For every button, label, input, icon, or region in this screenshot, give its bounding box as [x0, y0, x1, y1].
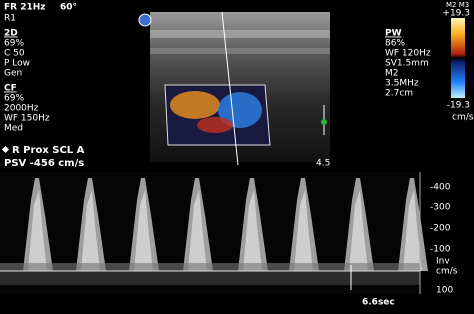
setting: WF 120Hz: [385, 49, 431, 59]
peak-core: [349, 190, 368, 271]
scale-unit: cm/s: [436, 267, 458, 277]
section-title: CF: [4, 84, 17, 94]
setting: 69%: [4, 39, 24, 49]
setting: P Low: [4, 59, 30, 69]
color-bar: [451, 18, 465, 98]
probe-marker: [138, 13, 152, 27]
section-title: PW: [385, 29, 402, 39]
peak-core: [243, 190, 262, 271]
psv-label: PSV -456 cm/s: [4, 158, 84, 169]
peak-core: [403, 190, 422, 271]
frame-rate: FR 21Hz: [4, 3, 46, 13]
scale-label: -100: [430, 245, 451, 255]
scale-label: -300: [430, 203, 451, 213]
angle: 60°: [60, 3, 77, 13]
scale-label: 100: [436, 286, 453, 296]
color-map: M2 M3: [446, 1, 469, 9]
color-bar-unit: cm/s: [452, 113, 474, 123]
color-flow: [218, 92, 262, 128]
sweep-time: 6.6sec: [362, 298, 395, 308]
color-flow: [170, 91, 220, 119]
peak-core: [294, 190, 313, 271]
vessel-label: R Prox SCL A: [12, 145, 85, 156]
setting: 3.5MHz: [385, 79, 419, 89]
setting: M2: [385, 69, 399, 79]
color-flow: [197, 117, 233, 133]
tissue-band: [150, 30, 330, 38]
setting: C 50: [4, 49, 25, 59]
setting: WF 150Hz: [4, 114, 50, 124]
color-bar-bottom: -19.3: [447, 101, 470, 111]
peak-core: [28, 190, 47, 271]
setting: Med: [4, 124, 23, 134]
scale-label: -200: [430, 224, 451, 234]
peak-core: [134, 190, 153, 271]
peak-core: [188, 190, 207, 271]
setting: Gen: [4, 69, 22, 79]
setting: SV1.5mm: [385, 59, 429, 69]
peak-core: [81, 190, 100, 271]
invert-label: Inv: [436, 257, 450, 267]
focus-dot: [321, 119, 327, 125]
cursor-line: [221, 11, 239, 166]
setting: 86%: [385, 39, 405, 49]
scale-label: -400: [430, 183, 451, 193]
setting: 2000Hz: [4, 104, 39, 114]
tissue-band: [150, 48, 330, 54]
reverse-noise: [0, 271, 420, 285]
diamond-icon: [1, 145, 10, 154]
setting: 69%: [4, 94, 24, 104]
color-bar-top: +19.3: [442, 9, 470, 19]
section-title: 2D: [4, 29, 18, 39]
region: R1: [4, 14, 16, 24]
diastolic-noise: [0, 263, 420, 271]
waveform: [0, 178, 428, 285]
setting: 2.7cm: [385, 89, 413, 99]
depth-marker: 4.5: [316, 159, 330, 169]
